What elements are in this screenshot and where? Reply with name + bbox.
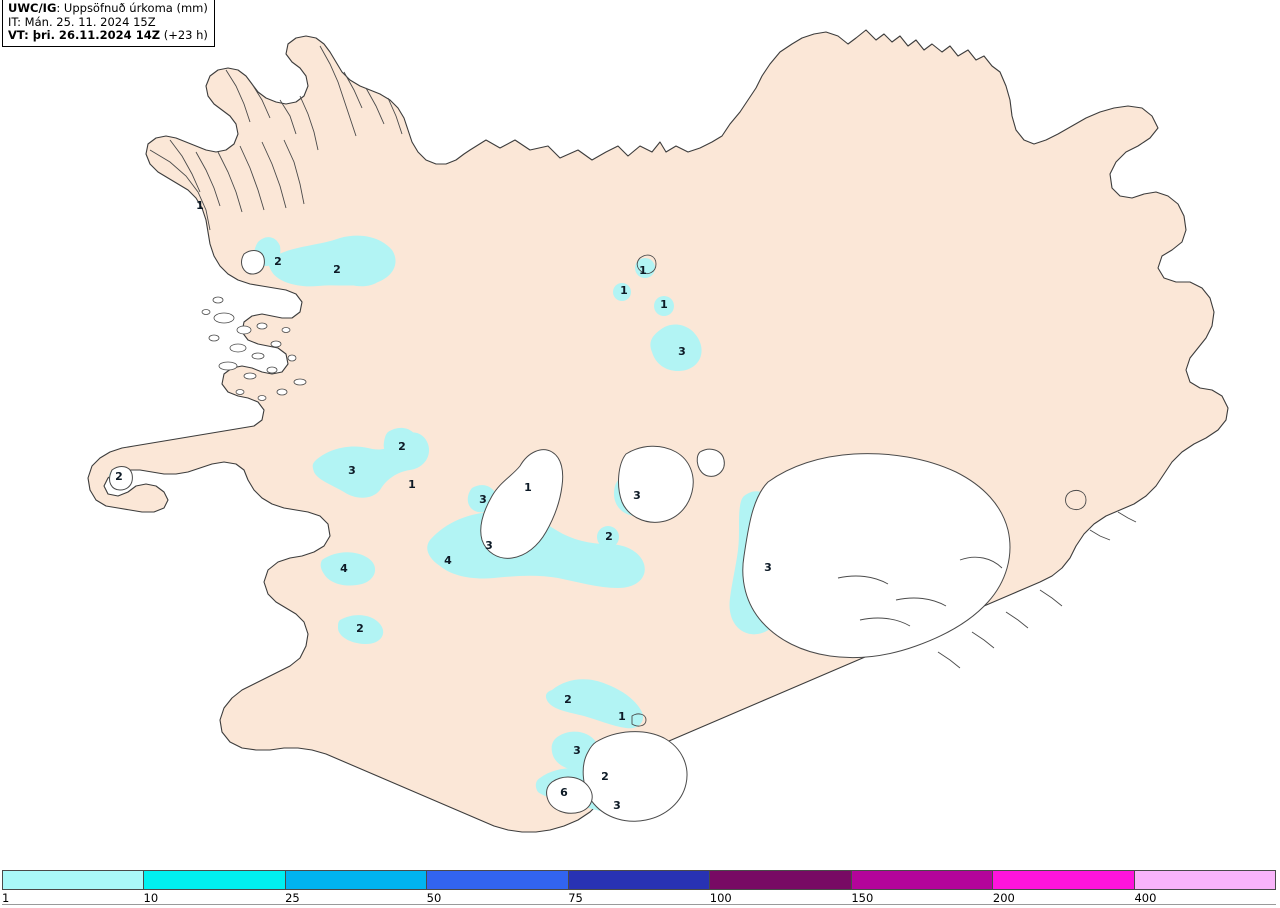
colorbar-tick: 50 [426,891,442,905]
header-info-box: UWC/IG: Uppsöfnuð úrkoma (mm) IT: Mán. 2… [2,0,215,47]
colorbar-tick: 25 [285,891,300,905]
header-line-1: UWC/IG: Uppsöfnuð úrkoma (mm) [8,1,208,16]
colorbar-tick: 100 [709,891,732,905]
iceland-landmass [87,29,1229,833]
header-product-title: : Uppsöfnuð úrkoma (mm) [56,1,208,15]
header-lead-time: (+23 h) [160,28,208,43]
contour-label: 6 [560,786,568,799]
precip-dot-mid [597,526,619,548]
contour-label: 2 [398,440,406,453]
colorbar-tick: 10 [143,891,159,905]
precip-area-south-1 [545,679,644,729]
colorbar-segment [568,871,711,889]
colorbar-baseline-rule [2,904,1276,905]
colorbar-tick: 75 [568,891,583,905]
contour-label: 3 [348,464,356,477]
precip-area-sw-2 [338,615,384,644]
contour-label: 4 [340,562,348,575]
precip-area-west-central-b [383,427,420,462]
contour-label: 2 [605,530,613,543]
contour-label: 1 [196,199,204,212]
contour-label: 2 [274,255,282,268]
contour-label: 1 [408,478,416,491]
contour-label: 2 [333,263,341,276]
colorbar-tick: 400 [1134,891,1157,905]
colorbar-legend: 1 10 25 50 75 100 150 200 400 [0,868,1280,908]
header-product-code: UWC/IG [8,1,57,15]
header-valid-time: VT: þri. 26.11.2024 14Z [8,28,161,43]
colorbar-segment [144,871,286,889]
precip-area-north-central [650,324,702,372]
precip-dot-n3 [654,296,674,316]
glaciers [109,250,1011,822]
contour-label: 3 [678,345,686,358]
contour-label: 4 [444,554,452,567]
precip-area-westfjords-tip [328,253,386,287]
iceland-coastline [87,29,1229,833]
westfjords-detail [149,45,403,231]
colorbar-tick: 1 [2,891,10,905]
contour-label: 1 [660,298,668,311]
colorbar-segment [285,871,428,889]
glacier-eyjafjallajokull [546,776,593,814]
contour-label: 2 [356,622,364,635]
contour-label: 3 [613,799,621,812]
colorbar-segment [427,871,569,889]
contour-label: 1 [639,264,647,277]
glacier-tungnafellsjokull [696,448,725,477]
colorbar-tick: 150 [851,891,874,905]
breidafjordur-islands [201,296,307,401]
glacier-langjokull [480,449,564,559]
glacier-vatnajokull [742,453,1011,658]
contour-label: 2 [564,693,572,706]
contour-label: 2 [601,770,609,783]
inland-water-detail [631,254,1087,727]
southeast-coast-detail [937,511,1137,669]
header-line-3: VT: þri. 26.11.2024 14Z (+23 h) [8,28,208,43]
colorbar-segment [851,871,994,889]
glacier-snaefellsjokull [109,466,133,491]
contour-label: 2 [115,470,123,483]
precip-area-sw-1 [320,552,376,586]
glacier-drangajokull [241,250,265,275]
contour-label: 3 [764,561,772,574]
precip-dot-n2 [613,283,631,301]
colorbar-tick-labels: 1 10 25 50 75 100 150 200 400 [2,891,1276,907]
colorbar-tick: 200 [992,891,1015,905]
header-issue-time: IT: Mán. 25. 11. 2024 15Z [8,14,156,29]
contour-label: 3 [479,493,487,506]
colorbar-segment [3,871,145,889]
contour-label: 3 [573,744,581,757]
contour-label: 1 [620,284,628,297]
glacier-myrdalsjokull [582,731,688,822]
contour-label: 3 [485,539,493,552]
contour-label: 1 [618,710,626,723]
colorbar-segment [710,871,852,889]
contour-label: 1 [524,481,532,494]
colorbar-segment [993,871,1135,889]
colorbar-segment [1134,871,1275,889]
colorbar-segments [2,870,1276,890]
contour-label: 3 [633,489,641,502]
glacier-hofsjokull [618,445,694,523]
